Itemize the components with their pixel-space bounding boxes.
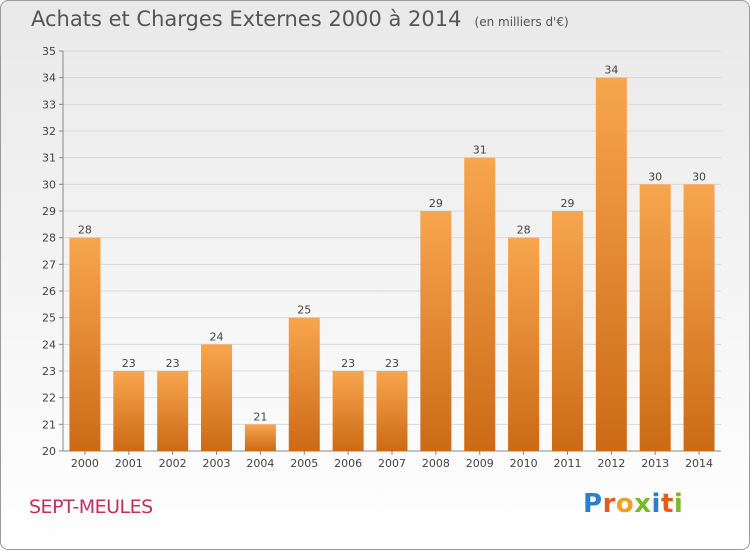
y-tick-label: 25 (42, 312, 56, 325)
y-tick-label: 33 (42, 98, 56, 111)
x-tick-label: 2009 (466, 457, 494, 470)
x-tick-label: 2003 (203, 457, 231, 470)
y-tick-label: 35 (42, 45, 56, 58)
commune-name: SEPT-MEULES (29, 496, 153, 518)
x-tick-label: 2005 (290, 457, 318, 470)
chart-title: Achats et Charges Externes 2000 à 2014 (31, 7, 462, 31)
chart-title-block: Achats et Charges Externes 2000 à 2014 (… (31, 7, 569, 31)
y-tick-label: 22 (42, 392, 56, 405)
bar (639, 184, 671, 452)
x-tick-label: 2011 (553, 457, 581, 470)
x-tick-label: 2007 (378, 457, 406, 470)
bar-value-label: 23 (122, 357, 136, 370)
y-tick-label: 32 (42, 125, 56, 138)
bar-value-label: 25 (297, 304, 311, 317)
x-tick-label: 2001 (115, 457, 143, 470)
bar (201, 344, 233, 451)
y-tick-label: 23 (42, 365, 56, 378)
bar-value-label: 34 (604, 64, 618, 77)
y-tick-label: 24 (42, 338, 56, 351)
bar (420, 211, 452, 451)
bar (551, 211, 583, 451)
x-tick-label: 2002 (159, 457, 187, 470)
bar-value-label: 30 (692, 170, 706, 183)
bar (683, 184, 715, 452)
bar (69, 237, 101, 451)
bar-value-label: 29 (429, 197, 443, 210)
bar (595, 77, 627, 452)
bar (464, 157, 496, 451)
bar (113, 371, 145, 451)
x-tick-label: 2010 (510, 457, 538, 470)
proxiti-logo: Proxiti (583, 489, 684, 519)
bar-value-label: 24 (210, 330, 224, 343)
bar-value-label: 23 (166, 357, 180, 370)
x-tick-label: 2013 (641, 457, 669, 470)
bar (376, 371, 408, 451)
chart-subtitle: (en milliers d'€) (474, 15, 569, 29)
bar-value-label: 31 (473, 144, 487, 157)
x-tick-label: 2006 (334, 457, 362, 470)
bar-value-label: 23 (341, 357, 355, 370)
bar (288, 317, 320, 451)
y-tick-label: 20 (42, 445, 56, 458)
bar (157, 371, 189, 451)
bar (244, 424, 276, 451)
bar-value-label: 28 (78, 224, 92, 237)
bar-value-label: 21 (253, 410, 267, 423)
y-tick-label: 27 (42, 258, 56, 271)
y-tick-label: 29 (42, 205, 56, 218)
y-tick-label: 21 (42, 418, 56, 431)
x-tick-label: 2012 (597, 457, 625, 470)
y-tick-label: 30 (42, 178, 56, 191)
x-tick-label: 2014 (685, 457, 713, 470)
x-tick-label: 2000 (71, 457, 99, 470)
bar-value-label: 30 (648, 170, 662, 183)
bar (508, 237, 540, 451)
bar-value-label: 29 (560, 197, 574, 210)
x-tick-label: 2008 (422, 457, 450, 470)
bar-value-label: 28 (517, 224, 531, 237)
bar (332, 371, 364, 451)
y-tick-label: 34 (42, 72, 56, 85)
y-tick-label: 28 (42, 232, 56, 245)
x-tick-label: 2004 (246, 457, 274, 470)
y-tick-label: 26 (42, 285, 56, 298)
y-tick-label: 31 (42, 152, 56, 165)
bar-value-label: 23 (385, 357, 399, 370)
